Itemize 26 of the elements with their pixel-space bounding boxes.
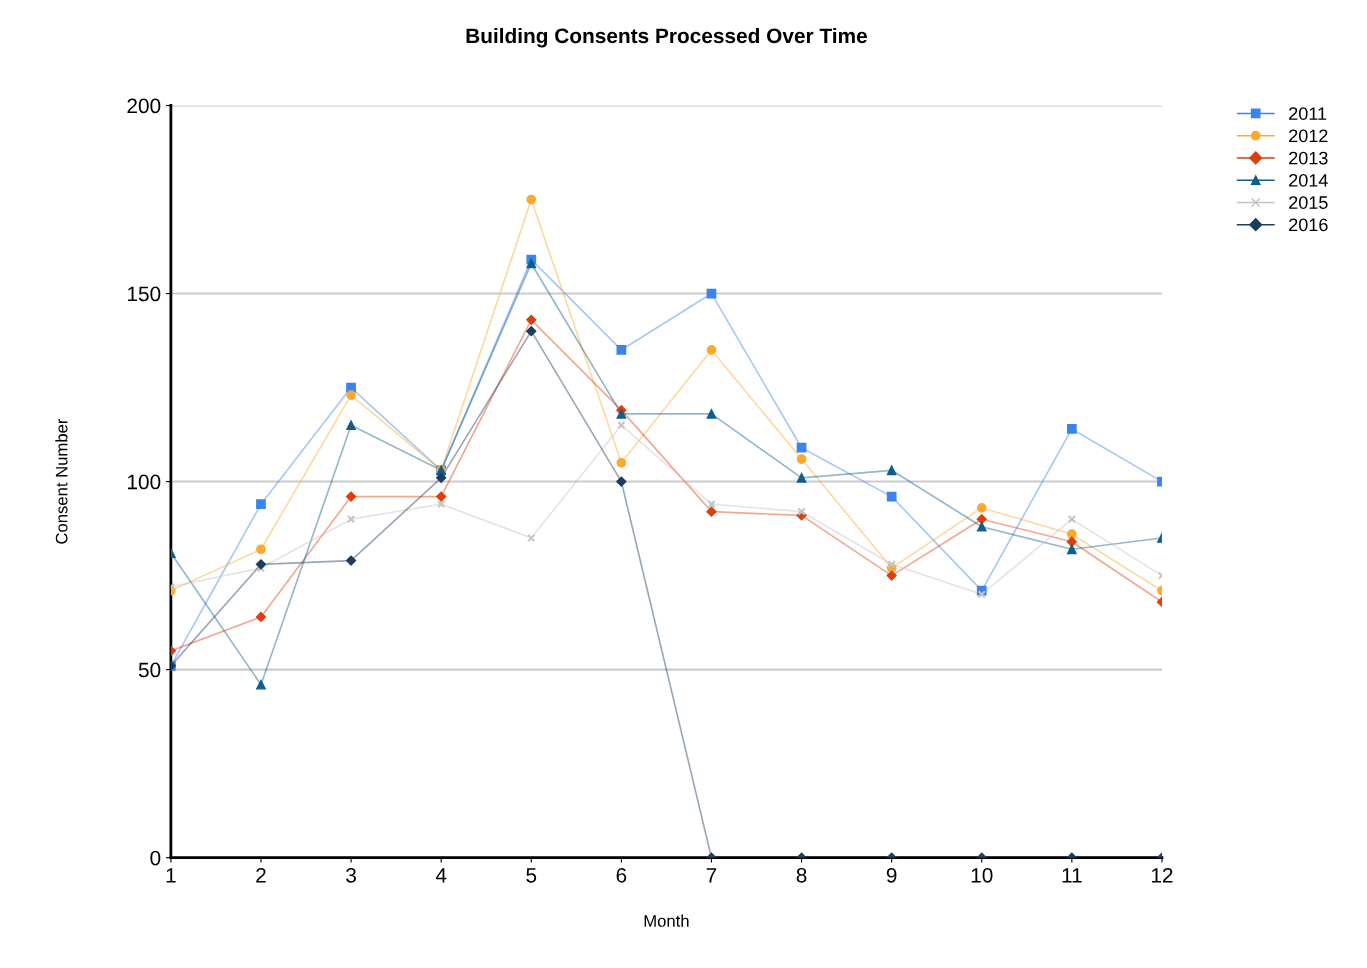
- x-tick-label: 10: [971, 867, 993, 883]
- legend-label: 2011: [1289, 107, 1327, 120]
- x-tick-label: 6: [616, 867, 627, 883]
- x-tick-label: 1: [166, 868, 176, 883]
- y-tick-label: 50: [138, 662, 161, 678]
- x-tick-label: 7: [706, 868, 717, 883]
- x-tick-label: 11: [1062, 868, 1082, 883]
- x-tick-label: 5: [526, 868, 537, 883]
- x-axis-title: Month: [644, 914, 689, 927]
- legend-label: 2013: [1289, 151, 1328, 165]
- y-axis-title: Consent Number: [55, 418, 68, 544]
- y-tick-label: 0: [150, 850, 161, 866]
- legend-label: 2014: [1289, 173, 1328, 187]
- y-tick-label: 200: [127, 98, 161, 114]
- x-tick-label: 8: [796, 867, 807, 883]
- x-tick-label: 9: [886, 867, 897, 883]
- legend-label: 2016: [1289, 218, 1328, 232]
- x-tick-label: 2: [256, 867, 266, 883]
- x-tick-label: 4: [435, 868, 447, 883]
- y-tick-label: 150: [127, 286, 161, 302]
- y-tick-label: 100: [127, 474, 161, 490]
- x-tick-label: 3: [346, 867, 356, 883]
- legend-label: 2015: [1289, 196, 1328, 209]
- chart-title: Building Consents Processed Over Time: [466, 27, 867, 48]
- legend-label: 2012: [1289, 129, 1328, 143]
- x-tick-label: 12: [1151, 867, 1173, 883]
